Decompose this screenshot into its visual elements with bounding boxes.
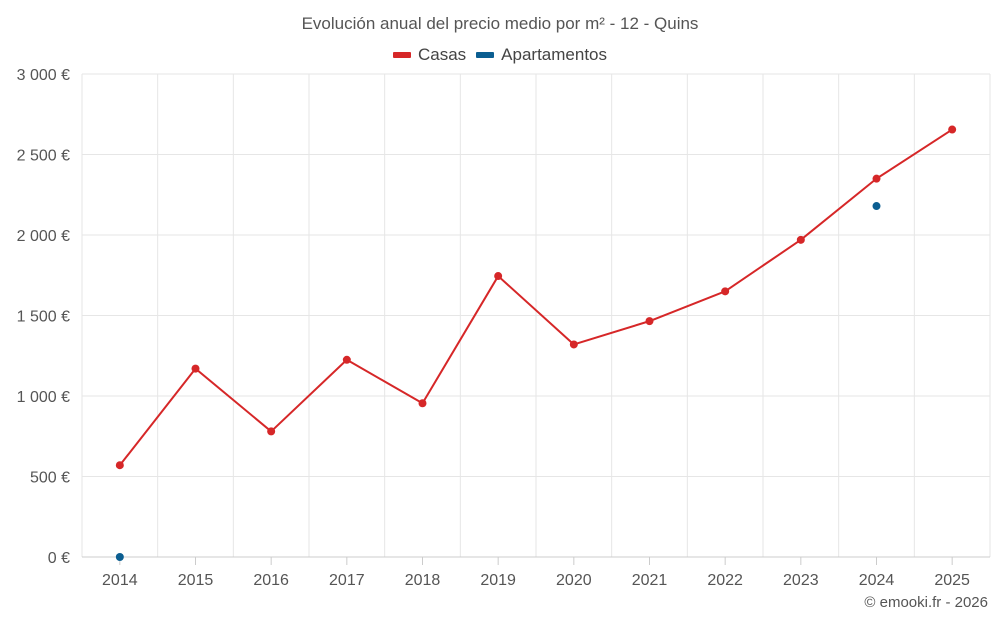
legend-item-apartamentos[interactable]: Apartamentos — [476, 45, 607, 65]
data-point-casas — [569, 340, 578, 349]
data-point-casas — [267, 427, 276, 436]
x-tick-label: 2016 — [253, 572, 289, 589]
y-tick-label: 2 000 € — [17, 228, 70, 245]
x-tick-label: 2015 — [178, 572, 214, 589]
data-point-casas — [872, 174, 881, 183]
data-point-casas — [342, 355, 351, 364]
x-tick-label: 2023 — [783, 572, 819, 589]
chart-legend: Casas Apartamentos — [0, 45, 1000, 65]
legend-item-casas[interactable]: Casas — [392, 45, 467, 65]
data-point-casas — [494, 272, 503, 281]
x-tick-label: 2024 — [859, 572, 895, 589]
y-tick-label: 3 000 € — [17, 67, 70, 84]
series-line-casas — [119, 128, 953, 466]
data-point-casas — [796, 235, 805, 244]
y-tick-label: 0 € — [48, 550, 70, 567]
data-point-apartamentos — [872, 202, 881, 211]
legend-label-apartamentos: Apartamentos — [501, 45, 608, 64]
y-tick-label: 500 € — [30, 470, 70, 487]
legend-swatch-casas — [392, 52, 411, 58]
data-point-apartamentos — [115, 553, 124, 561]
x-tick-label: 2017 — [329, 572, 365, 589]
y-tick-label: 1 000 € — [17, 389, 70, 406]
x-tick-label: 2022 — [707, 572, 743, 589]
data-point-casas — [645, 317, 654, 326]
data-point-casas — [721, 287, 730, 296]
data-point-casas — [191, 364, 200, 373]
x-tick-label: 2021 — [632, 572, 668, 589]
credit-text: © emooki.fr - 2026 — [864, 594, 988, 611]
data-point-casas — [115, 461, 124, 470]
x-tick-label: 2020 — [556, 572, 592, 589]
x-tick-label: 2018 — [405, 572, 441, 589]
y-tick-label: 1 500 € — [17, 309, 70, 326]
data-point-casas — [418, 399, 427, 408]
x-tick-label: 2025 — [934, 572, 970, 589]
x-tick-label: 2014 — [102, 572, 138, 589]
legend-swatch-apartamentos — [476, 52, 495, 58]
chart-title: Evolución anual del precio medio por m² … — [301, 14, 699, 33]
legend-label-casas: Casas — [417, 45, 467, 64]
y-tick-label: 2 500 € — [17, 148, 70, 165]
data-point-casas — [948, 125, 957, 134]
x-tick-label: 2019 — [480, 572, 516, 589]
